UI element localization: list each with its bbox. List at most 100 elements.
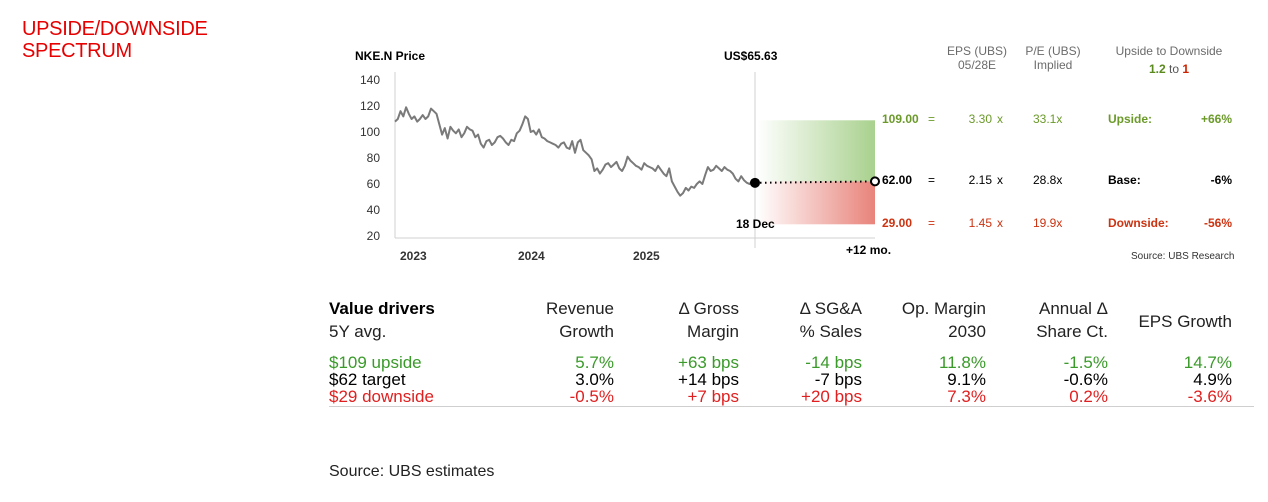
chart-overlay: 18 Dec +12 mo.: [736, 176, 891, 257]
value-driver-column-header: Op. Margin 2030: [902, 297, 986, 343]
x-tick-label: 2023: [400, 249, 427, 263]
value-driver-cell: 0.2%: [1069, 387, 1108, 406]
main-source: Source: UBS estimates: [329, 463, 495, 480]
y-tick-label: 140: [360, 73, 380, 87]
column-header-line2: Margin: [687, 322, 739, 341]
scenario-pct: -56%: [1203, 216, 1232, 231]
value-driver-cell: -0.6%: [1063, 370, 1108, 389]
value-driver-cell: 7.3%: [947, 387, 986, 406]
column-header-line2: Growth: [559, 322, 614, 341]
value-driver-column-header: Δ SG&A % Sales: [800, 297, 862, 343]
y-tick-label: 20: [367, 229, 381, 243]
column-header-line1: Op. Margin: [901, 299, 986, 318]
scenario-price: 29.00: [882, 216, 913, 231]
y-axis: 20 40 60 80 100 120 140: [360, 72, 875, 248]
target-bands: [757, 120, 875, 225]
value-drivers-title: Value drivers: [329, 299, 435, 318]
scenario-multiplier: x: [997, 112, 1003, 127]
scenario-equals: =: [928, 173, 936, 188]
y-tick-label: 120: [360, 99, 380, 113]
y-tick-label: 40: [367, 203, 381, 217]
value-driver-cell: 11.8%: [939, 353, 986, 372]
scenario-price: 62.00: [882, 173, 913, 188]
scenario-equals: =: [928, 216, 936, 231]
ratio-up: 1.2: [1148, 62, 1166, 76]
value-driver-row-label: $109 upside: [329, 353, 422, 372]
slide-title-line2: SPECTRUM: [22, 40, 132, 62]
ratio-down: 1: [1182, 62, 1190, 76]
value-driver-cell: -14 bps: [805, 353, 862, 372]
scenario-label: Upside:: [1108, 112, 1153, 127]
x-axis: 2023 2024 2025: [400, 249, 660, 263]
slide-title: UPSIDE/DOWNSIDE SPECTRUM: [22, 18, 208, 62]
value-driver-cell: -7 bps: [814, 370, 862, 389]
scenario-pe: 33.1x: [1033, 112, 1063, 127]
x-tick-label: 2024: [518, 249, 545, 263]
value-driver-row-label: $62 target: [329, 370, 406, 389]
base-target-marker: [870, 176, 880, 187]
scenario-pe: 28.8x: [1033, 173, 1063, 188]
upside-band: [757, 120, 875, 182]
value-driver-cell: -3.6%: [1187, 387, 1232, 406]
y-tick-label: 100: [360, 125, 380, 139]
value-driver-cell: -0.5%: [569, 387, 614, 406]
value-driver-column-header: Revenue Growth: [546, 297, 614, 343]
price-series: [394, 106, 756, 197]
slide-title-line1: UPSIDE/DOWNSIDE: [22, 18, 208, 40]
price-chart: 20 40 60 80 100 120 140 2023 2024 2025 18 Dec +12…: [360, 72, 891, 263]
date-label: 18 Dec: [736, 217, 775, 231]
column-header-line2: 2030: [948, 322, 986, 341]
scenario-price: 109.00: [882, 112, 919, 127]
value-driver-cell: +14 bps: [678, 370, 739, 389]
scenario-pct: +66%: [1200, 112, 1232, 127]
column-header-line1: Δ Gross: [678, 299, 739, 318]
current-price-marker: [750, 177, 760, 188]
scenario-eps: 3.30: [968, 112, 992, 127]
downside-band: [757, 181, 875, 225]
eps-header-line1: EPS (UBS): [946, 44, 1007, 58]
value-driver-cell: 9.1%: [947, 370, 986, 389]
scenario-eps: 1.45: [968, 216, 992, 231]
scenario-pct: -6%: [1210, 173, 1232, 188]
value-driver-cell: +7 bps: [687, 387, 739, 406]
ratio-header: Upside to Downside: [1115, 44, 1223, 58]
scenario-pe: 19.9x: [1033, 216, 1063, 231]
value-driver-column-header: EPS Growth: [1138, 310, 1232, 333]
column-header-line2: % Sales: [799, 322, 862, 341]
x-tick-label: 2025: [633, 249, 660, 263]
value-drivers-subtitle: 5Y avg.: [329, 322, 387, 341]
column-header-line1: Revenue: [545, 299, 614, 318]
scenario-multiplier: x: [997, 173, 1003, 188]
value-driver-column-header: Annual Δ Share Ct.: [1036, 297, 1108, 343]
value-driver-cell: -1.5%: [1063, 353, 1108, 372]
horizon-label: +12 mo.: [846, 243, 891, 257]
column-header-line1: Annual Δ: [1038, 299, 1108, 318]
value-driver-cell: +63 bps: [678, 353, 739, 372]
chart-source: Source: UBS Research: [1131, 251, 1235, 262]
column-header-line2: Share Ct.: [1036, 322, 1108, 341]
y-tick-label: 80: [367, 151, 381, 165]
pe-header-line1: P/E (UBS): [1025, 44, 1081, 58]
pe-header-line2: Implied: [1033, 58, 1073, 72]
eps-header: EPS (UBS) 05/28E: [940, 44, 1014, 72]
column-header-line1: EPS Growth: [1138, 312, 1232, 331]
base-projection: [754, 180, 876, 184]
value-driver-cell: 14.7%: [1183, 353, 1232, 372]
price-label: NKE.N Price: [355, 49, 426, 63]
value-driver-cell: 3.0%: [575, 370, 614, 389]
ratio-value: 1.2 to 1: [1100, 62, 1238, 76]
scenario-eps: 2.15: [968, 173, 992, 188]
scenario-label: Base:: [1108, 173, 1141, 188]
price-line: [394, 106, 756, 197]
price-value: US$65.63: [724, 49, 778, 63]
table-bottom-rule: [329, 406, 1254, 407]
ratio-to: to: [1168, 62, 1179, 76]
value-driver-cell: 4.9%: [1193, 370, 1232, 389]
value-driver-cell: 5.7%: [575, 353, 614, 372]
scenario-equals: =: [928, 112, 936, 127]
scenario-label: Downside:: [1108, 216, 1169, 231]
value-driver-column-header: Δ Gross Margin: [679, 297, 739, 343]
scenario-multiplier: x: [997, 216, 1003, 231]
column-header-line1: Δ SG&A: [799, 299, 862, 318]
value-driver-row-label: $29 downside: [329, 387, 434, 406]
